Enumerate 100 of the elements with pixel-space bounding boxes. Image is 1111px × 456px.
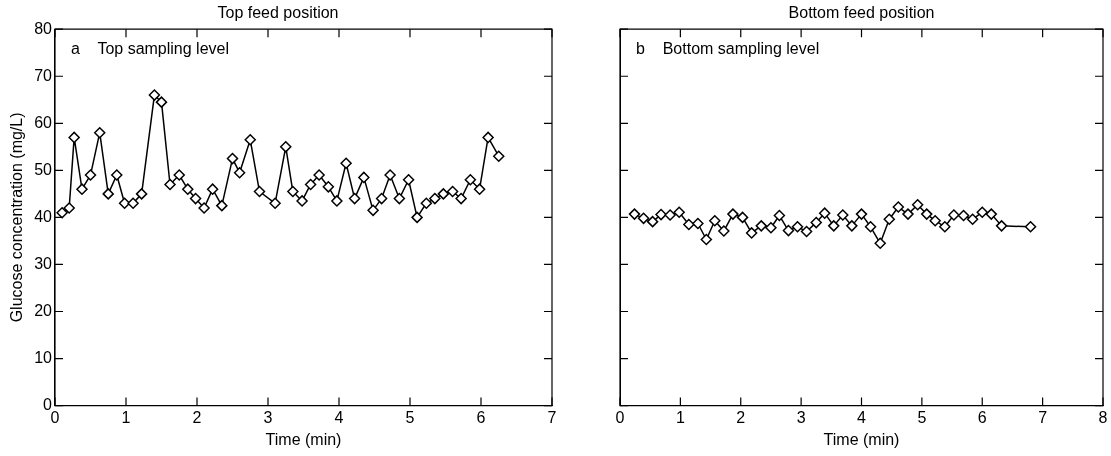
point: [883, 213, 896, 226]
point: [411, 211, 423, 224]
y-tick-label: 80: [34, 19, 53, 37]
point: [244, 134, 256, 146]
chart-title: Bottom feed position: [788, 4, 935, 22]
point: [76, 183, 88, 195]
y-tick-label: 50: [34, 160, 53, 178]
x-tick-label: 0: [615, 408, 625, 426]
point: [755, 220, 768, 232]
point: [464, 174, 477, 186]
point: [902, 208, 914, 220]
point: [135, 188, 148, 200]
point: [976, 206, 988, 218]
point: [198, 202, 210, 214]
x-tick-label: 2: [192, 408, 202, 426]
point: [782, 224, 795, 237]
point: [911, 198, 924, 211]
point: [189, 192, 202, 205]
point: [810, 216, 822, 229]
point: [402, 174, 415, 186]
point: [233, 166, 246, 179]
point: [700, 233, 713, 246]
point: [628, 208, 641, 220]
point: [800, 225, 813, 238]
y-tick-label: 10: [34, 348, 53, 366]
point: [493, 150, 505, 162]
point: [331, 195, 343, 207]
point: [966, 213, 979, 226]
point: [929, 214, 941, 227]
y-tick-label: 60: [34, 113, 53, 131]
x-tick-label: 3: [796, 408, 806, 426]
x-tick-label: 8: [1098, 408, 1108, 426]
point: [127, 197, 139, 210]
annotation: a Top sampling level: [71, 39, 230, 57]
point: [384, 169, 396, 181]
point: [182, 183, 194, 195]
x-tick-label: 4: [334, 408, 344, 426]
x-tick-label: 1: [675, 408, 685, 426]
point: [206, 183, 219, 195]
point: [148, 89, 161, 101]
point: [437, 188, 450, 200]
point: [683, 218, 695, 231]
y-axis-title: Glucose concentration (mg/L): [8, 112, 26, 323]
y-tick-label: 70: [34, 66, 53, 84]
point: [818, 207, 831, 219]
point: [765, 222, 777, 234]
x-axis-title: Time (min): [823, 430, 900, 448]
point: [920, 208, 933, 220]
point: [939, 221, 951, 233]
x-axis-title: Time (min): [265, 430, 342, 448]
point: [874, 237, 886, 250]
point: [304, 178, 317, 191]
point: [68, 131, 80, 144]
y-tick-label: 20: [34, 301, 53, 319]
x-tick-label: 4: [857, 408, 867, 426]
x-tick-label: 6: [476, 408, 486, 426]
chart-title: Top feed position: [217, 4, 339, 22]
point: [358, 171, 370, 184]
point: [56, 206, 68, 219]
point: [393, 192, 406, 205]
point: [718, 225, 730, 237]
point: [155, 96, 168, 108]
point: [269, 197, 281, 210]
point: [655, 208, 667, 221]
point: [995, 220, 1008, 232]
point: [296, 195, 308, 207]
point: [367, 204, 379, 217]
point: [93, 126, 106, 139]
point: [837, 209, 849, 221]
point: [375, 192, 388, 205]
x-tick-label: 7: [1038, 408, 1048, 426]
point: [473, 183, 486, 195]
point: [709, 214, 721, 227]
x-tick-label: 7: [547, 408, 557, 426]
point: [773, 209, 786, 222]
point: [313, 169, 325, 181]
point: [280, 141, 292, 153]
point: [164, 178, 176, 191]
point: [646, 215, 659, 228]
x-tick-label: 6: [977, 408, 987, 426]
point: [322, 181, 335, 193]
x-tick-label: 5: [917, 408, 927, 426]
point: [791, 221, 804, 233]
point: [348, 192, 361, 205]
point: [102, 188, 114, 200]
point: [455, 192, 467, 205]
point: [63, 202, 75, 214]
point: [892, 201, 905, 213]
point: [948, 209, 960, 221]
point: [84, 169, 97, 181]
y-tick-label: 30: [34, 254, 53, 272]
point: [673, 206, 685, 218]
point: [864, 221, 877, 233]
point: [420, 197, 433, 210]
point: [846, 220, 858, 232]
point: [692, 217, 704, 230]
point: [253, 185, 266, 198]
x-tick-label: 5: [405, 408, 415, 426]
point: [985, 208, 998, 220]
point: [745, 227, 758, 239]
